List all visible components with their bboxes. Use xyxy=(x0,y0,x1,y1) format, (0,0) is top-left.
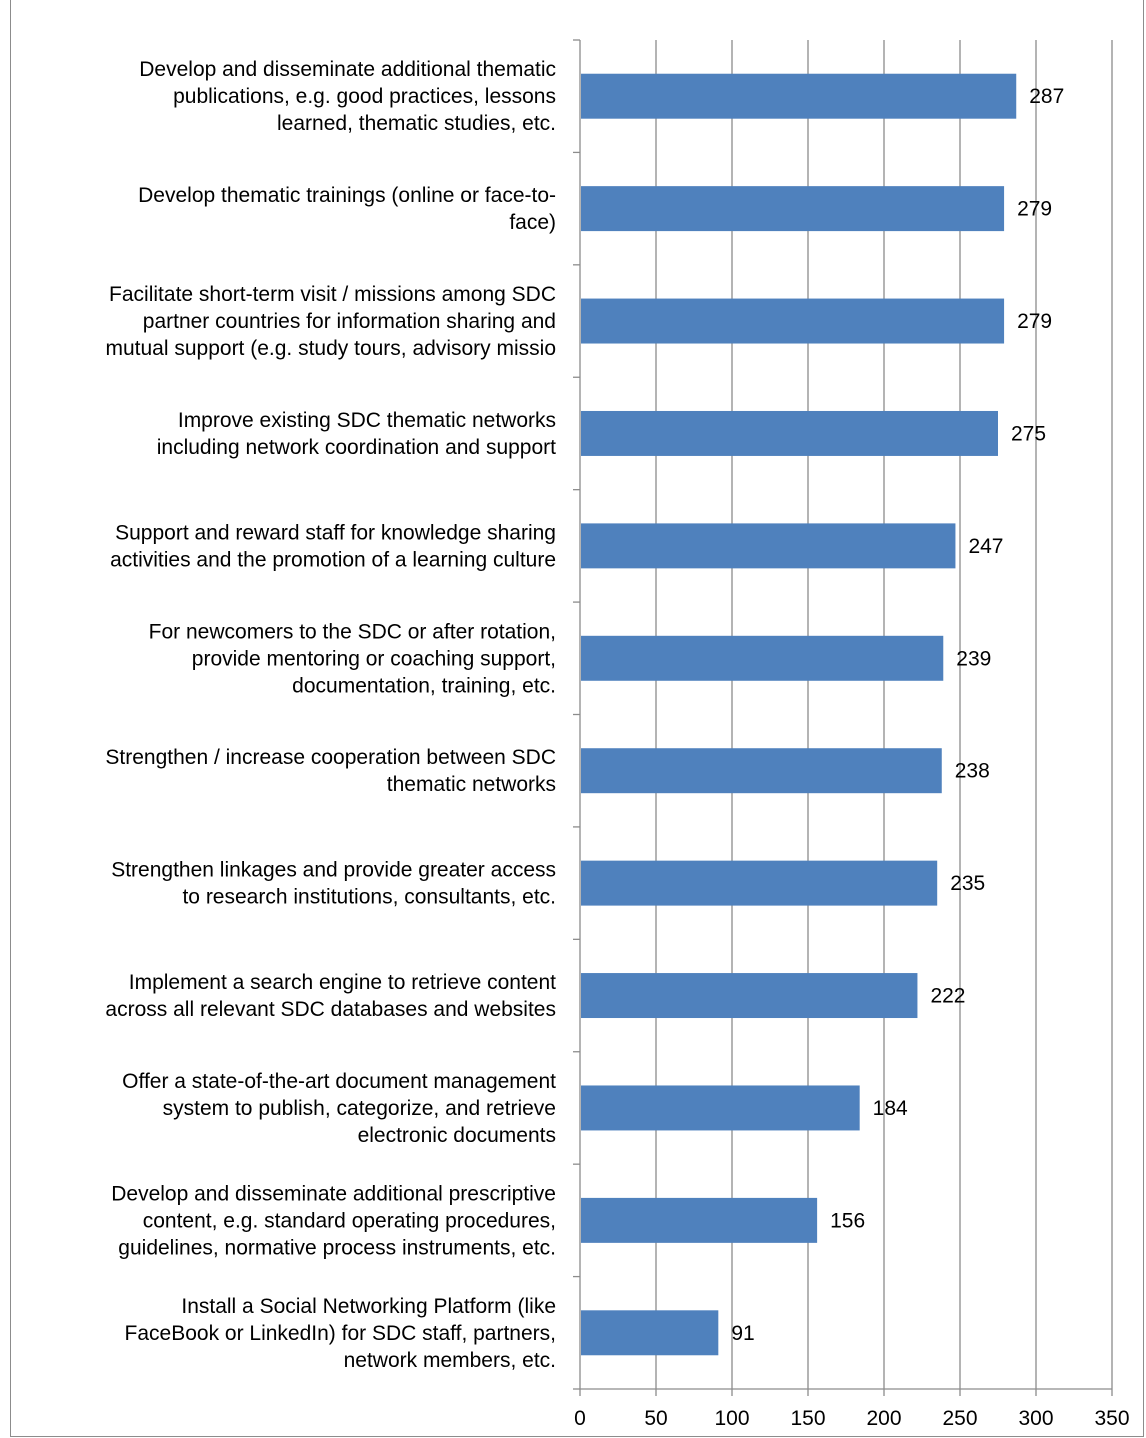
value-label: 91 xyxy=(731,1322,754,1345)
category-label: Develop and disseminate additional thema… xyxy=(139,58,556,135)
value-label: 222 xyxy=(930,985,965,1008)
category-label-line: partner countries for information sharin… xyxy=(143,310,556,333)
value-label: 287 xyxy=(1029,85,1064,108)
bar-12 xyxy=(581,1310,719,1356)
category-label-line: mutual support (e.g. study tours, adviso… xyxy=(105,337,556,360)
category-label-line: publications, e.g. good practices, lesso… xyxy=(173,85,556,108)
chart-frame xyxy=(10,0,1144,1437)
bar-3 xyxy=(581,298,1005,344)
category-label-line: FaceBook or LinkedIn) for SDC staff, par… xyxy=(125,1322,556,1345)
category-label-line: face) xyxy=(509,211,556,234)
bar-4 xyxy=(581,410,998,456)
bar-10 xyxy=(581,1085,860,1131)
x-tick-label: 300 xyxy=(1018,1407,1053,1430)
category-label-line: thematic networks xyxy=(387,773,556,796)
category-label-line: Develop and disseminate additional presc… xyxy=(111,1182,556,1205)
bars xyxy=(581,73,1017,1356)
value-label: 279 xyxy=(1017,310,1052,333)
category-label: Develop and disseminate additional presc… xyxy=(111,1182,556,1259)
bar-6 xyxy=(581,635,944,681)
value-label: 247 xyxy=(968,535,1003,558)
category-label-line: Support and reward staff for knowledge s… xyxy=(115,521,556,544)
labels: 0 50 100 150 200 250 300 350 287 Develop and diss… xyxy=(105,58,1129,1430)
category-label-line: Develop thematic trainings (online or fa… xyxy=(138,184,556,207)
category-label: Install a Social Networking Platform (li… xyxy=(125,1295,556,1372)
category-label-line: Strengthen / increase cooperation betwee… xyxy=(105,746,556,769)
value-label: 156 xyxy=(830,1209,865,1232)
category-label-line: documentation, training, etc. xyxy=(292,674,556,697)
category-label-line: For newcomers to the SDC or after rotati… xyxy=(149,620,556,643)
category-label-line: across all relevant SDC databases and we… xyxy=(105,998,556,1021)
category-label-line: network members, etc. xyxy=(344,1349,556,1372)
value-label: 279 xyxy=(1017,198,1052,221)
category-label-line: guidelines, normative process instrument… xyxy=(118,1236,556,1259)
x-tick-label: 200 xyxy=(866,1407,901,1430)
category-label: Offer a state-of-the-art document manage… xyxy=(122,1070,556,1147)
bar-8 xyxy=(581,860,938,906)
category-label-line: activities and the promotion of a learni… xyxy=(110,548,556,571)
category-label-line: Develop and disseminate additional thema… xyxy=(139,58,556,81)
bar-1 xyxy=(581,73,1017,119)
x-tick-label: 250 xyxy=(942,1407,977,1430)
bar-5 xyxy=(581,523,956,569)
category-label-line: Improve existing SDC thematic networks xyxy=(178,409,556,432)
category-label: Improve existing SDC thematic networks in… xyxy=(157,409,556,459)
x-tick-label: 150 xyxy=(790,1407,825,1430)
gridlines xyxy=(655,40,1113,1389)
category-label: Support and reward staff for knowledge s… xyxy=(110,521,556,571)
category-label: Implement a search engine to retrieve co… xyxy=(105,971,556,1021)
category-label-line: system to publish, categorize, and retri… xyxy=(163,1097,556,1120)
bar-11 xyxy=(581,1197,818,1243)
category-label: For newcomers to the SDC or after rotati… xyxy=(149,620,556,697)
x-tick-label: 100 xyxy=(714,1407,749,1430)
category-label-line: learned, thematic studies, etc. xyxy=(277,112,556,135)
category-label: Strengthen / increase cooperation betwee… xyxy=(105,746,556,796)
axes xyxy=(573,39,1113,1396)
category-label: Strengthen linkages and provide greater … xyxy=(111,859,556,909)
category-label: Facilitate short-term visit / missions a… xyxy=(105,283,556,360)
value-label: 239 xyxy=(956,647,991,670)
category-label-line: provide mentoring or coaching support, xyxy=(192,647,556,670)
value-label: 238 xyxy=(955,760,990,783)
category-label-line: to research institutions, consultants, e… xyxy=(182,886,556,909)
category-label-line: Strengthen linkages and provide greater … xyxy=(111,859,556,882)
value-label: 235 xyxy=(950,872,985,895)
category-label: Develop thematic trainings (online or fa… xyxy=(138,184,556,234)
category-label-line: electronic documents xyxy=(358,1124,556,1147)
category-label-line: Facilitate short-term visit / missions a… xyxy=(109,283,556,306)
value-label: 275 xyxy=(1011,422,1046,445)
bar-2 xyxy=(581,186,1005,232)
x-tick-label: 0 xyxy=(574,1407,586,1430)
x-tick-label: 350 xyxy=(1094,1407,1129,1430)
bar-7 xyxy=(581,748,942,794)
category-label-line: Install a Social Networking Platform (li… xyxy=(181,1295,556,1318)
category-label-line: Implement a search engine to retrieve co… xyxy=(129,971,556,994)
category-label-line: Offer a state-of-the-art document manage… xyxy=(122,1070,556,1093)
category-label-line: including network coordination and suppo… xyxy=(157,436,556,459)
category-label-line: content, e.g. standard operating procedu… xyxy=(143,1209,556,1232)
x-tick-label: 50 xyxy=(644,1407,667,1430)
value-label: 184 xyxy=(873,1097,908,1120)
bar-9 xyxy=(581,973,918,1019)
